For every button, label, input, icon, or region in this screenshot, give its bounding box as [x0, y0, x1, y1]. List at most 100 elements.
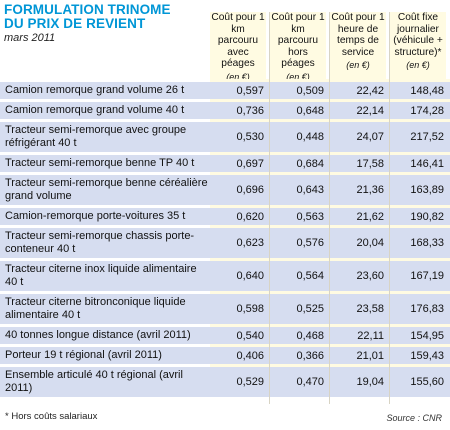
row-label: Camion-remorque porte-voitures 35 t [0, 208, 210, 225]
row-value: 17,58 [330, 155, 390, 172]
row-label: Tracteur citerne inox liquide alimentair… [0, 261, 210, 291]
row-value: 0,648 [270, 102, 330, 119]
row-label: Tracteur semi-remorque chassis porte-con… [0, 228, 210, 258]
table-row: Tracteur semi-remorque avec groupe réfri… [0, 122, 450, 152]
column-divider [329, 12, 330, 404]
row-value: 24,07 [330, 122, 390, 152]
row-label: Tracteur citerne bitronconique liquide a… [0, 294, 210, 324]
row-value: 23,58 [330, 294, 390, 324]
table-row: Camion-remorque porte-voitures 35 t 0,620… [0, 208, 450, 225]
row-value: 0,448 [270, 122, 330, 152]
row-value: 0,509 [270, 82, 330, 99]
row-value: 0,597 [210, 82, 270, 99]
row-value: 21,01 [330, 347, 390, 364]
row-gap [0, 205, 450, 208]
column-header-cost-hour: Coût pour 1 heure de temps de service (e… [330, 12, 386, 80]
row-value: 159,43 [390, 347, 450, 364]
row-gap [0, 99, 450, 102]
row-value: 0,564 [270, 261, 330, 291]
row-gap [0, 172, 450, 175]
row-value: 0,697 [210, 155, 270, 172]
table-row: Tracteur semi-remorque benne TP 40 t 0,69… [0, 155, 450, 172]
subtitle: mars 2011 [4, 32, 56, 44]
row-value: 176,83 [390, 294, 450, 324]
row-label: Tracteur semi-remorque benne TP 40 t [0, 155, 210, 172]
table-row: Tracteur citerne bitronconique liquide a… [0, 294, 450, 324]
row-value: 0,530 [210, 122, 270, 152]
row-label: Camion remorque grand volume 26 t [0, 82, 210, 99]
row-value: 168,33 [390, 228, 450, 258]
row-value: 0,525 [270, 294, 330, 324]
cost-table: Camion remorque grand volume 26 t 0,597 0,… [0, 79, 450, 397]
row-value: 0,563 [270, 208, 330, 225]
column-header-label: Coût fixe journalier (véhicule + structu… [393, 12, 443, 58]
row-value: 23,60 [330, 261, 390, 291]
source-credit: Source : CNR [386, 413, 442, 423]
row-value: 0,640 [210, 261, 270, 291]
column-header-cost-km-without-tolls: Coût pour 1 km parcouru hors péages (en … [270, 12, 326, 82]
row-value: 22,11 [330, 327, 390, 344]
row-gap [0, 119, 450, 122]
column-header-unit: (en €) [286, 71, 310, 82]
table-row: Ensemble articulé 40 t régional (avril 2… [0, 367, 450, 397]
row-value: 21,36 [330, 175, 390, 205]
row-value: 0,684 [270, 155, 330, 172]
column-header-cost-km-with-tolls: Coût pour 1 km parcouru avec péages (en … [210, 12, 266, 82]
row-value: 0,736 [210, 102, 270, 119]
column-divider [389, 12, 390, 404]
row-value: 163,89 [390, 175, 450, 205]
row-value: 0,540 [210, 327, 270, 344]
row-value: 22,14 [330, 102, 390, 119]
column-header-label: Coût pour 1 heure de temps de service [331, 12, 385, 58]
column-divider [269, 12, 270, 404]
row-gap [0, 291, 450, 294]
row-label: 40 tonnes longue distance (avril 2011) [0, 327, 210, 344]
row-value: 0,366 [270, 347, 330, 364]
column-header-label: Coût pour 1 km parcouru avec péages [211, 12, 265, 69]
row-value: 21,62 [330, 208, 390, 225]
row-value: 154,95 [390, 327, 450, 344]
row-gap [0, 152, 450, 155]
row-label: Tracteur semi-remorque avec groupe réfri… [0, 122, 210, 152]
row-gap [0, 225, 450, 228]
table-row: Tracteur citerne inox liquide alimentair… [0, 261, 450, 291]
row-value: 0,470 [270, 367, 330, 397]
row-value: 217,52 [390, 122, 450, 152]
table-title: FORMULATION TRINOME DU PRIX DE REVIENT [4, 3, 171, 31]
row-value: 0,576 [270, 228, 330, 258]
column-header-fixed-daily-cost: Coût fixe journalier (véhicule + structu… [390, 12, 446, 80]
row-value: 0,620 [210, 208, 270, 225]
row-value: 190,82 [390, 208, 450, 225]
row-value: 0,623 [210, 228, 270, 258]
row-value: 0,529 [210, 367, 270, 397]
row-label: Porteur 19 t régional (avril 2011) [0, 347, 210, 364]
row-value: 20,04 [330, 228, 390, 258]
row-value: 0,696 [210, 175, 270, 205]
row-gap [0, 364, 450, 367]
table-row: Tracteur semi-remorque benne céréalière … [0, 175, 450, 205]
row-value: 148,48 [390, 82, 450, 99]
row-label: Tracteur semi-remorque benne céréalière … [0, 175, 210, 205]
table-row: Camion remorque grand volume 26 t 0,597 0,… [0, 82, 450, 99]
row-value: 155,60 [390, 367, 450, 397]
row-gap [0, 324, 450, 327]
row-value: 0,598 [210, 294, 270, 324]
table-row: Tracteur semi-remorque chassis porte-con… [0, 228, 450, 258]
row-gap [0, 79, 450, 82]
column-header-unit: (en €) [346, 60, 370, 70]
row-value: 0,468 [270, 327, 330, 344]
table-row: 40 tonnes longue distance (avril 2011) 0,… [0, 327, 450, 344]
column-header-unit: (en €) [406, 60, 430, 70]
row-value: 22,42 [330, 82, 390, 99]
row-value: 146,41 [390, 155, 450, 172]
table-row: Porteur 19 t régional (avril 2011) 0,406 0… [0, 347, 450, 364]
title-line-2: DU PRIX DE REVIENT [4, 16, 146, 31]
footnote: * Hors coûts salariaux [5, 411, 98, 422]
row-value: 174,28 [390, 102, 450, 119]
row-label: Ensemble articulé 40 t régional (avril 2… [0, 367, 210, 397]
row-label: Camion remorque grand volume 40 t [0, 102, 210, 119]
table-row: Camion remorque grand volume 40 t 0,736 0,… [0, 102, 450, 119]
row-value: 167,19 [390, 261, 450, 291]
column-header-label: Coût pour 1 km parcouru hors péages [271, 12, 325, 69]
row-value: 0,406 [210, 347, 270, 364]
